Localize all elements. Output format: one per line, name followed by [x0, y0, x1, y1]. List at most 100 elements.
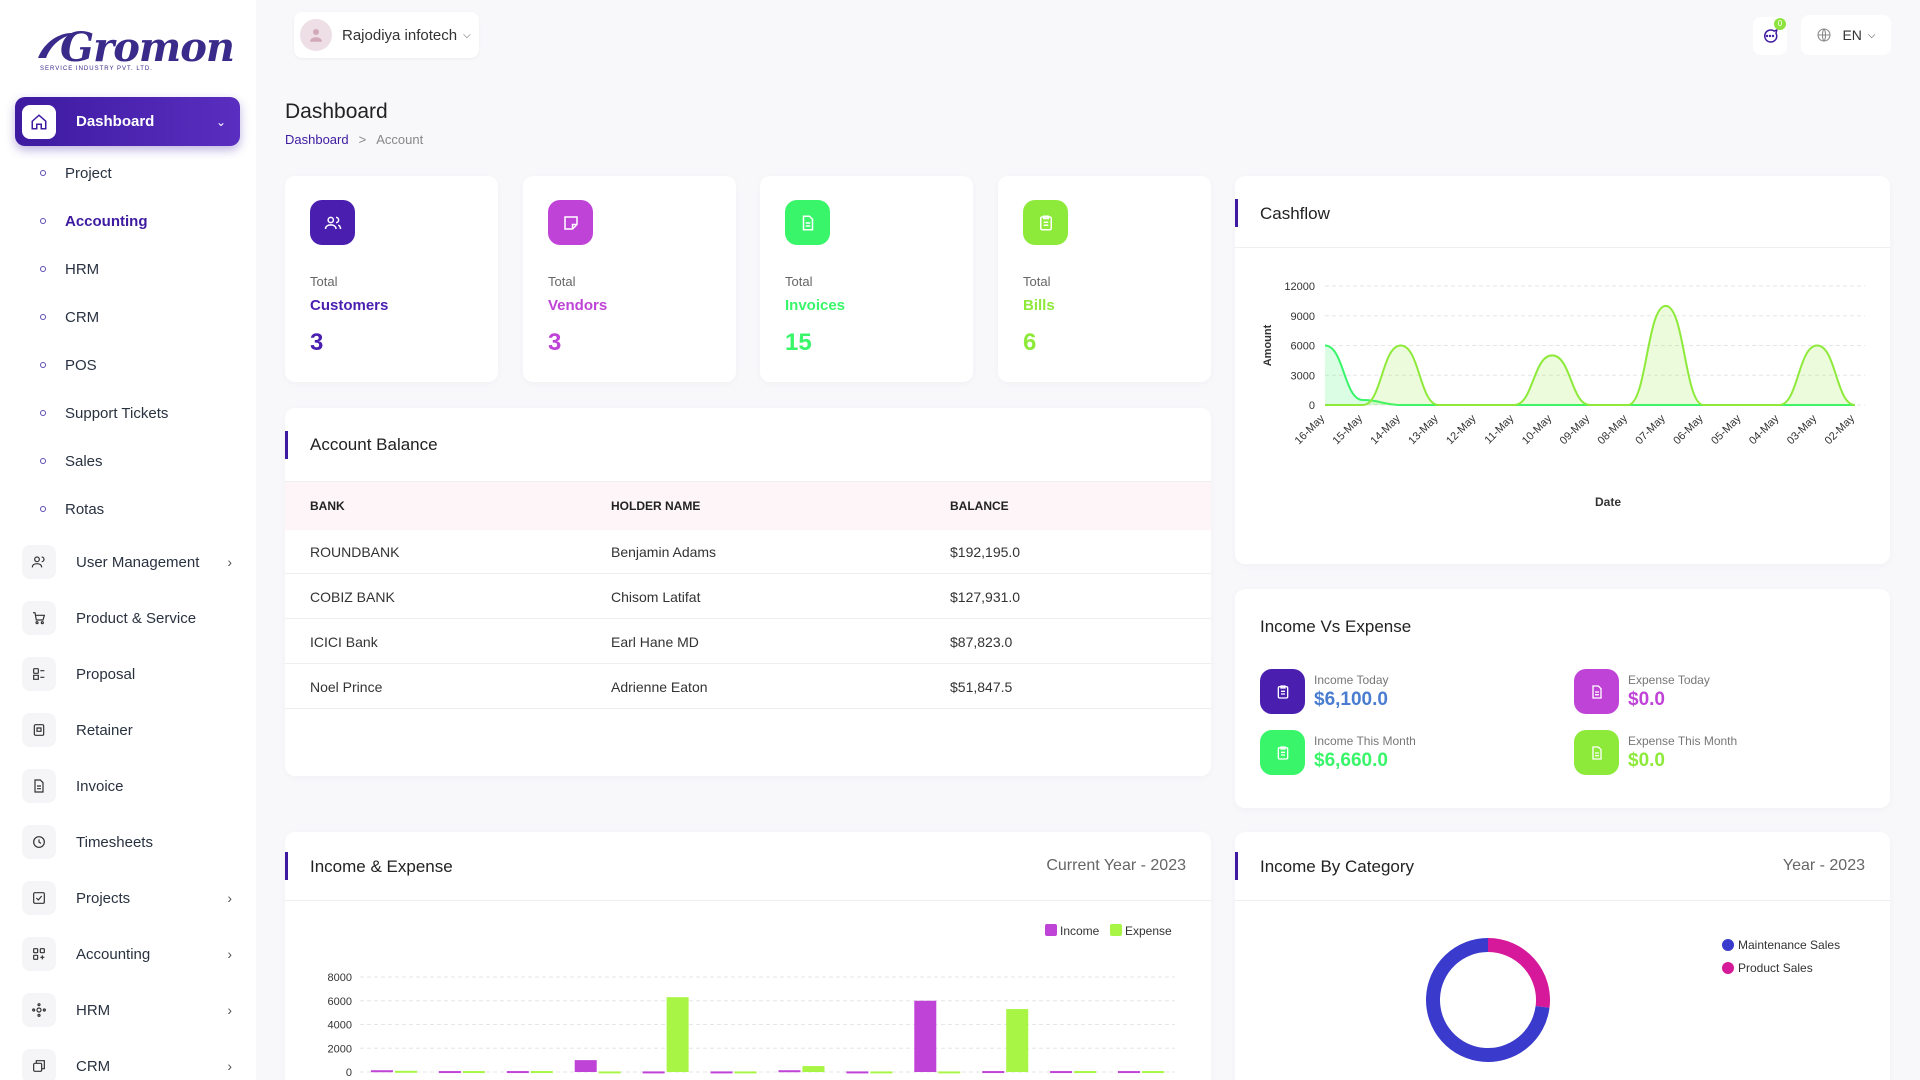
- bar-income: [710, 1071, 733, 1074]
- column-header-bank: BANK: [310, 499, 345, 513]
- clock-icon: [22, 825, 56, 859]
- stat-label-top: Total: [1023, 274, 1051, 289]
- sidebar-item-retainer[interactable]: Retainer: [22, 713, 232, 747]
- sidebar-subitem-label: Sales: [65, 452, 103, 470]
- cashflow-chart[interactable]: 0 3000 6000 9000 12000 Amount 16-May 15-May 14-M…: [1235, 256, 1890, 556]
- clipboard-icon: [1260, 669, 1305, 714]
- cell-holder: Earl Hane MD: [611, 633, 699, 650]
- logo-swoosh-icon: [38, 33, 78, 58]
- value: $0.0: [1628, 749, 1665, 771]
- stat-card-vendors[interactable]: Total Vendors 3: [523, 176, 736, 382]
- expense-today: Expense Today $0.0: [1574, 669, 1710, 714]
- income-category-chart[interactable]: Maintenance Sales Product Sales: [1235, 900, 1890, 1080]
- legend-label: Product Sales: [1738, 961, 1813, 975]
- label: Expense Today: [1628, 672, 1710, 687]
- title-accent: [285, 852, 288, 880]
- x-tick-label: 11-May: [1483, 412, 1517, 446]
- bullet-icon: [40, 266, 46, 272]
- bar-expense: [1074, 1071, 1097, 1074]
- bullet-icon: [40, 362, 46, 368]
- sidebar-item-proposal[interactable]: Proposal: [22, 657, 232, 691]
- sidebar-item-product-service[interactable]: Product & Service: [22, 601, 232, 635]
- y-tick-label: 0: [1309, 400, 1315, 412]
- cell-holder: Benjamin Adams: [611, 543, 717, 560]
- y-tick-label: 8000: [328, 972, 352, 984]
- globe-icon: [1817, 28, 1832, 42]
- sidebar-item-dashboard[interactable]: Dashboard ⌄: [15, 97, 240, 146]
- cell-bank: COBIZ BANK: [310, 588, 395, 605]
- x-tick-label: 06-May: [1671, 412, 1706, 447]
- sidebar-subitem-rotas[interactable]: Rotas: [40, 497, 104, 521]
- sidebar-item-accounting[interactable]: Accounting ›: [22, 937, 232, 971]
- income-today: Income Today $6,100.0: [1260, 669, 1389, 714]
- y-tick-label: 2000: [328, 1043, 352, 1055]
- cell-balance: $127,931.0: [950, 588, 1021, 605]
- sidebar-item-label: Retainer: [76, 721, 133, 739]
- sidebar-subitem-pos[interactable]: POS: [40, 353, 97, 377]
- brand-logo[interactable]: Gromon SERVICE INDUSTRY PVT. LTD.: [36, 20, 235, 76]
- stat-label-top: Total: [785, 274, 813, 289]
- table-row: COBIZ BANK Chisom Latifat $127,931.0: [285, 575, 1211, 619]
- breadcrumb-home-link[interactable]: Dashboard: [285, 132, 349, 147]
- x-tick-label: 16-May: [1293, 412, 1328, 447]
- chevron-right-icon: ›: [227, 554, 232, 570]
- sidebar-subitem-label: CRM: [65, 308, 100, 326]
- bar-expense: [530, 1071, 553, 1074]
- stat-card-bills[interactable]: Total Bills 6: [998, 176, 1211, 382]
- stat-label: Bills: [1023, 297, 1055, 314]
- sidebar-item-timesheets[interactable]: Timesheets: [22, 825, 232, 859]
- table-row: ROUNDBANK Benjamin Adams $192,195.0: [285, 530, 1211, 574]
- period-label: Year - 2023: [1782, 857, 1865, 874]
- user-menu[interactable]: Rajodiya infotech ⌵: [294, 12, 479, 58]
- note-icon: [548, 200, 593, 245]
- users-icon: [310, 200, 355, 245]
- chevron-right-icon: ›: [227, 1058, 232, 1074]
- table-row: ICICI Bank Earl Hane MD $87,823.0: [285, 620, 1211, 664]
- card-title: Cashflow: [1260, 204, 1330, 223]
- divider: [285, 481, 1211, 482]
- stat-label: Customers: [310, 297, 389, 314]
- bar-income: [1118, 1071, 1141, 1074]
- period-label: Current Year - 2023: [1046, 857, 1186, 874]
- sidebar-item-label: Proposal: [76, 665, 136, 683]
- income-expense-card: Income & Expense Current Year - 2023 0 20…: [285, 832, 1211, 1080]
- stat-value: 3: [548, 329, 562, 356]
- cashflow-card: Cashflow 0 3000 6000 9000 12000 Amount 16-May 1…: [1235, 176, 1890, 564]
- sidebar-item-label: Dashboard: [76, 113, 155, 130]
- sidebar-subitem-hrm[interactable]: HRM: [40, 257, 99, 281]
- sidebar-item-projects[interactable]: Projects ›: [22, 881, 232, 915]
- sidebar-item-hrm[interactable]: HRM ›: [22, 993, 232, 1027]
- sidebar-item-user-management[interactable]: User Management ›: [22, 545, 232, 579]
- sidebar-subitem-support-tickets[interactable]: Support Tickets: [40, 401, 168, 425]
- title-accent: [285, 431, 288, 459]
- value: $6,660.0: [1314, 749, 1388, 771]
- sidebar-subitem-accounting[interactable]: Accounting: [40, 209, 148, 233]
- sidebar-subitem-sales[interactable]: Sales: [40, 449, 103, 473]
- sidebar-item-label: CRM: [76, 1057, 111, 1075]
- y-axis-label: Amount: [1262, 324, 1274, 366]
- sidebar-subitem-project[interactable]: Project: [40, 161, 112, 185]
- bar-expense: [802, 1066, 825, 1072]
- sidebar-subitem-label: Rotas: [65, 500, 105, 518]
- legend-swatch: [1110, 924, 1122, 936]
- stat-card-invoices[interactable]: Total Invoices 15: [760, 176, 973, 382]
- grid-icon: [22, 937, 56, 971]
- legend-swatch: [1045, 924, 1057, 936]
- value: $6,100.0: [1314, 688, 1388, 710]
- bullet-icon: [40, 170, 46, 176]
- sidebar-subitem-label: POS: [65, 356, 97, 374]
- language-selector[interactable]: EN ⌵: [1801, 15, 1891, 55]
- sidebar-subitem-crm[interactable]: CRM: [40, 305, 99, 329]
- stat-card-customers[interactable]: Total Customers 3: [285, 176, 498, 382]
- messages-button[interactable]: 0: [1753, 17, 1787, 55]
- income-expense-chart[interactable]: 0 2000 4000 6000 8000 Income Expense: [285, 900, 1211, 1080]
- cart-icon: [22, 601, 56, 635]
- sidebar-item-invoice[interactable]: Invoice: [22, 769, 232, 803]
- value: $0.0: [1628, 688, 1665, 710]
- cell-balance: $87,823.0: [950, 633, 1013, 650]
- sidebar-item-crm[interactable]: CRM ›: [22, 1049, 232, 1080]
- chevron-right-icon: ›: [227, 946, 232, 962]
- bar-expense: [598, 1071, 621, 1074]
- chevron-right-icon: ›: [227, 890, 232, 906]
- sidebar-item-label: HRM: [76, 1001, 111, 1019]
